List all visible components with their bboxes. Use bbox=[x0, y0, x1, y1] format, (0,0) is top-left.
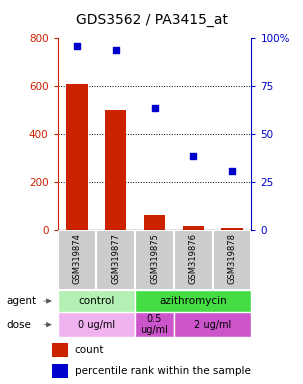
Bar bbox=[66, 84, 88, 230]
Bar bbox=[135, 290, 251, 312]
Point bbox=[230, 168, 235, 174]
Text: GSM319877: GSM319877 bbox=[111, 233, 120, 285]
Text: agent: agent bbox=[6, 296, 36, 306]
Text: dose: dose bbox=[6, 319, 31, 330]
Text: GSM319878: GSM319878 bbox=[228, 233, 237, 285]
Point bbox=[152, 104, 157, 111]
Text: azithromycin: azithromycin bbox=[159, 296, 227, 306]
Bar bbox=[221, 228, 243, 230]
Bar bbox=[135, 312, 174, 337]
Text: GSM319874: GSM319874 bbox=[72, 233, 82, 285]
Bar bbox=[96, 230, 135, 290]
Bar bbox=[213, 230, 251, 290]
Bar bbox=[52, 364, 68, 378]
Bar bbox=[58, 230, 96, 290]
Bar bbox=[174, 230, 213, 290]
Text: 2 ug/ml: 2 ug/ml bbox=[194, 319, 231, 330]
Bar bbox=[52, 343, 68, 357]
Text: GDS3562 / PA3415_at: GDS3562 / PA3415_at bbox=[75, 13, 228, 27]
Text: 0 ug/ml: 0 ug/ml bbox=[78, 319, 115, 330]
Bar bbox=[174, 312, 251, 337]
Bar bbox=[58, 312, 135, 337]
Bar bbox=[144, 215, 165, 230]
Bar bbox=[135, 230, 174, 290]
Text: GSM319876: GSM319876 bbox=[189, 233, 198, 285]
Bar bbox=[58, 290, 135, 312]
Text: 0.5
ug/ml: 0.5 ug/ml bbox=[141, 314, 168, 335]
Text: percentile rank within the sample: percentile rank within the sample bbox=[75, 366, 251, 376]
Bar bbox=[105, 111, 126, 230]
Text: GSM319875: GSM319875 bbox=[150, 233, 159, 285]
Text: count: count bbox=[75, 345, 104, 355]
Point bbox=[75, 43, 79, 49]
Text: control: control bbox=[78, 296, 115, 306]
Point bbox=[191, 152, 196, 159]
Point bbox=[113, 47, 118, 53]
Bar bbox=[183, 225, 204, 230]
